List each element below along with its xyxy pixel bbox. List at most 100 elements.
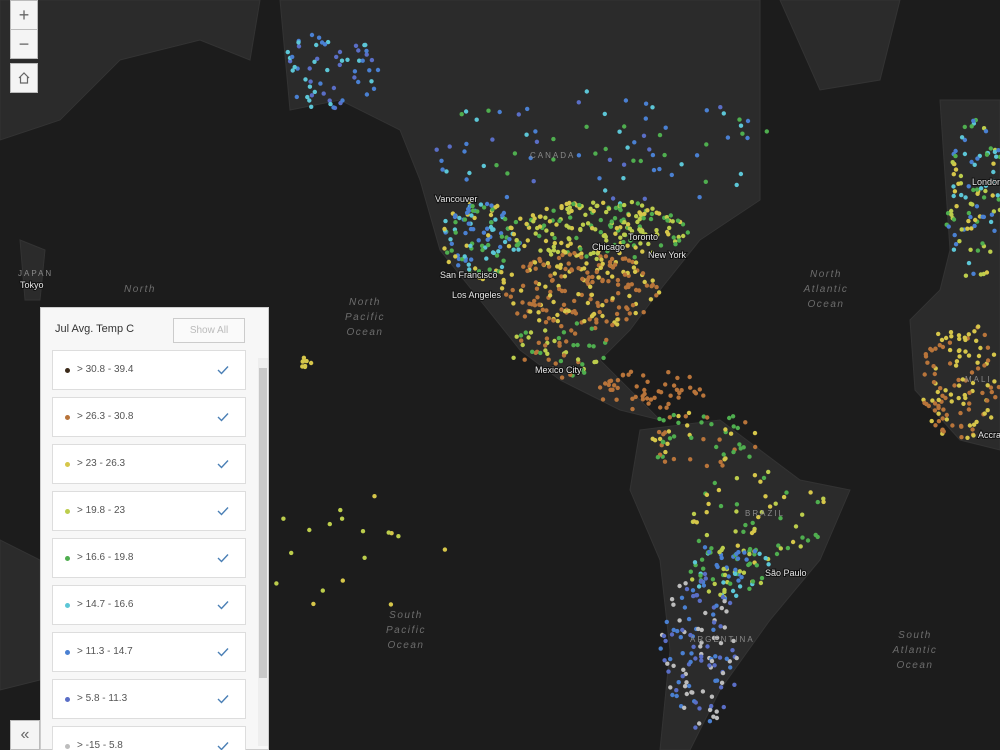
station-dot [638,158,643,164]
station-dot [552,241,557,246]
scrollbar[interactable] [258,358,268,746]
zoom-out[interactable]: − [10,29,38,59]
station-dot [933,346,938,351]
station-dot [559,288,565,294]
station-dot [476,238,481,243]
station-dot [980,241,985,246]
station-dot [512,151,518,156]
station-dot [670,219,675,224]
show-all-button[interactable]: Show All [173,318,245,343]
station-dot [596,248,601,254]
legend-panel: Jul Avg. Temp C Show All > 30.8 - 39.4 > … [40,307,269,750]
station-dot [543,238,549,244]
station-dot [603,146,608,152]
station-dot [973,217,978,223]
station-dot [989,212,995,217]
station-dot [598,230,603,235]
station-dot [734,502,740,507]
station-dot [633,260,639,265]
station-dot [590,274,595,280]
station-dot [362,555,367,560]
station-dot [626,212,631,218]
station-dot [532,260,538,265]
station-dot [600,397,606,402]
station-dot [953,363,959,368]
station-dot [519,338,524,343]
station-dot [750,579,756,584]
station-dot [544,206,549,212]
station-dot [763,494,768,499]
scroll-thumb[interactable] [259,368,267,678]
station-dot [641,373,646,378]
station-dot [571,343,576,348]
station-dot [606,382,611,388]
station-dot [671,627,676,633]
station-dot [470,208,476,213]
station-dot [684,586,690,592]
station-dot [629,199,635,205]
station-dot [301,355,307,360]
station-dot [642,211,647,217]
station-dot [959,227,964,232]
station-dot [721,704,726,710]
legend-item[interactable]: > 30.8 - 39.4 [52,350,246,390]
station-dot [717,437,722,442]
station-dot [671,235,676,240]
station-dot [464,243,469,248]
station-dot [724,656,729,661]
station-dot [945,211,951,216]
station-dot [624,305,629,310]
station-dot [668,213,673,218]
station-dot [322,42,328,47]
station-dot [690,577,695,582]
collapse-button[interactable]: « [10,720,40,750]
legend-item[interactable]: > 19.8 - 23 [52,491,246,531]
legend-item[interactable]: > 11.3 - 14.7 [52,632,246,672]
station-dot [980,390,985,396]
station-dot [462,254,467,259]
station-dot [722,599,727,604]
station-dot [440,167,445,172]
legend-swatch [65,509,70,514]
station-dot [589,326,594,331]
station-dot [747,546,753,552]
station-dot [933,423,938,428]
ocean-label: Atlantic [803,284,849,295]
station-dot [470,203,475,209]
station-dot [615,277,621,283]
station-dot [686,616,692,622]
legend-item[interactable]: > -15 - 5.8 [52,726,246,750]
station-dot [508,225,513,230]
station-dot [711,620,717,625]
check-icon [217,554,229,563]
station-dot [610,274,615,279]
station-dot [733,567,738,572]
station-dot [674,688,679,693]
station-dot [557,343,562,348]
station-dot [932,401,938,406]
home-button[interactable] [10,63,38,93]
station-dot [701,437,706,442]
legend-item[interactable]: > 14.7 - 16.6 [52,585,246,625]
station-dot [667,436,673,441]
station-dot [569,328,574,333]
legend-item[interactable]: > 26.3 - 30.8 [52,397,246,437]
legend-item[interactable]: > 5.8 - 11.3 [52,679,246,719]
station-dot [561,302,567,307]
legend-item[interactable]: > 16.6 - 19.8 [52,538,246,578]
station-dot [337,62,342,68]
station-dot [558,262,563,268]
station-dot [753,444,758,450]
station-dot [944,412,949,418]
station-dot [975,248,981,253]
station-dot [603,381,608,386]
station-dot [621,176,626,181]
station-dot [561,353,567,358]
zoom-in[interactable]: + [10,0,38,30]
station-dot [616,305,622,310]
station-dot [516,247,521,252]
legend-item[interactable]: > 23 - 26.3 [52,444,246,484]
station-dot [634,384,639,389]
station-dot [975,156,980,161]
